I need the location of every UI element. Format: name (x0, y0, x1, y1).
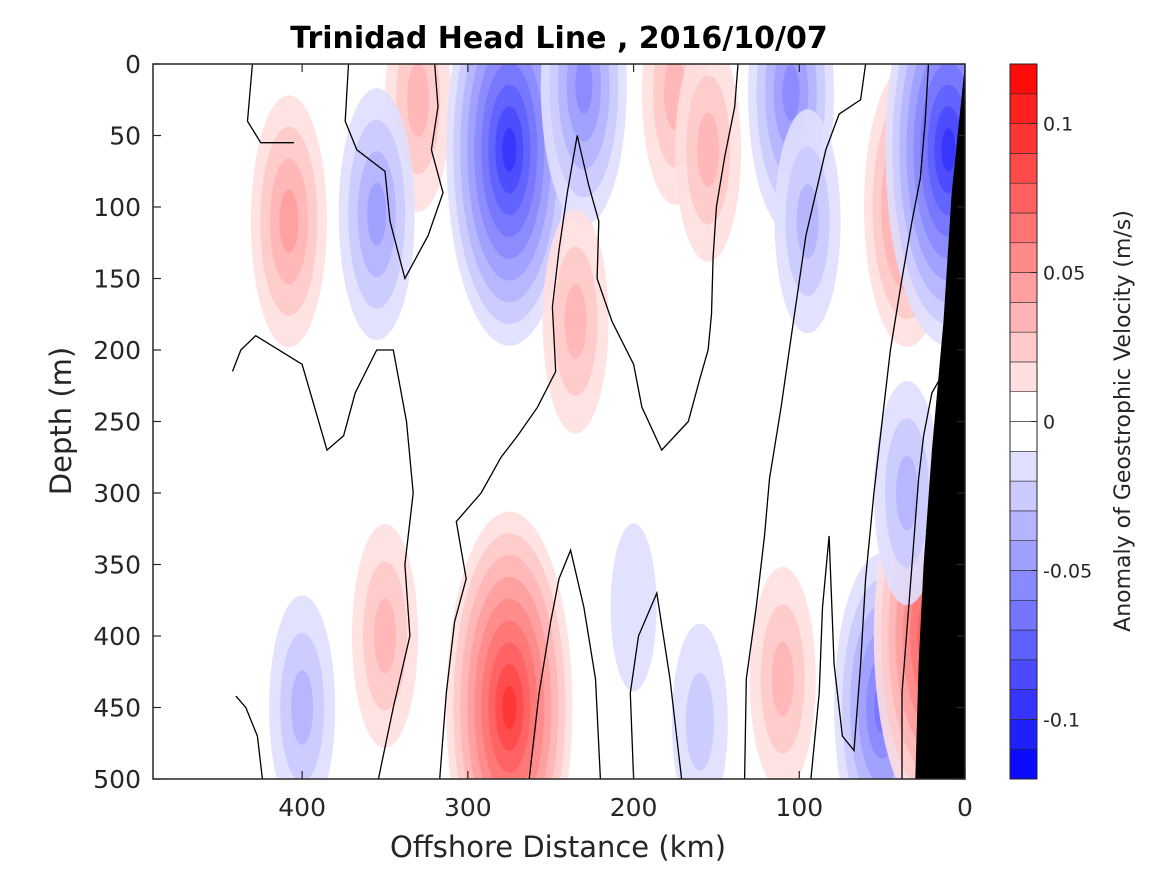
colorbar-tick-label-3: -0.05 (1043, 560, 1092, 582)
velocity-core-2-level-3 (367, 182, 387, 246)
velocity-core-7-level-2 (697, 112, 720, 188)
y-tick-label-7: 350 (93, 551, 141, 580)
velocity-core-11 (885, 64, 965, 346)
y-tick-label-2: 100 (93, 193, 141, 222)
colorbar-band-23 (1009, 63, 1038, 95)
velocity-core-0-level-3 (279, 189, 299, 253)
colorbar-band-20 (1009, 153, 1038, 184)
y-tick-label-1: 50 (109, 122, 141, 151)
velocity-core-3 (446, 64, 573, 346)
colorbar-band-4 (1009, 629, 1038, 661)
zero-contour-3 (235, 695, 264, 779)
velocity-core-15 (749, 566, 816, 779)
velocity-core-0 (250, 95, 327, 348)
velocity-core-20 (610, 523, 657, 692)
zero-contour-1 (344, 64, 444, 281)
velocity-core-19-level-2 (896, 455, 918, 531)
colorbar-band-16 (1009, 272, 1038, 303)
velocity-core-3-level-8 (502, 128, 517, 172)
colorbar-band-5 (1009, 599, 1038, 631)
zero-contour-9 (901, 378, 941, 779)
zero-contour-8 (810, 64, 930, 779)
x-axis-label: Offshore Distance (km) (390, 830, 726, 864)
colorbar-band-15 (1009, 302, 1038, 333)
colorbar: 0.1 0.05 0 -0.05 -0.1 Anomaly of Geostrophic… (1009, 63, 1136, 780)
y-tick-label-4: 200 (93, 336, 141, 365)
x-tick-label-3: 100 (775, 793, 823, 822)
colorbar-band-22 (1009, 93, 1038, 124)
colorbar-band-7 (1009, 540, 1038, 571)
colorbar-tick-label-4: -0.1 (1043, 709, 1080, 731)
velocity-core-12-level-8 (502, 685, 517, 730)
zero-contour-5 (528, 548, 602, 779)
y-tick-label-10: 500 (93, 765, 141, 794)
chart-title: Trinidad Head Line , 2016/10/07 (290, 21, 827, 56)
velocity-core-2 (338, 88, 415, 341)
y-axis: 0 50 100 150 200 250 300 350 400 450 500 (93, 50, 965, 794)
x-tick-label-1: 300 (444, 793, 492, 822)
velocity-core-12 (446, 511, 573, 779)
colorbar-band-14 (1009, 331, 1038, 363)
colorbar-band-19 (1009, 182, 1038, 214)
y-tick-label-0: 0 (125, 50, 141, 79)
colorbar-band-9 (1009, 480, 1038, 512)
y-tick-label-3: 150 (93, 265, 141, 294)
velocity-core-5-level-2 (564, 284, 587, 359)
y-axis-label: Depth (m) (44, 347, 78, 495)
y-tick-label-8: 400 (93, 622, 141, 651)
colorbar-band-12 (1009, 391, 1038, 422)
velocity-core-7 (675, 64, 742, 262)
velocity-core-20-level-0 (610, 523, 657, 692)
colorbar-band-0 (1009, 748, 1038, 780)
colorbar-band-13 (1009, 361, 1038, 393)
x-tick-label-2: 200 (610, 793, 658, 822)
y-tick-label-6: 300 (93, 479, 141, 508)
zero-contour-2 (231, 334, 414, 779)
y-tick-label-5: 250 (93, 408, 141, 437)
colorbar-band-1 (1009, 719, 1038, 750)
velocity-core-15-level-2 (771, 641, 794, 717)
x-tick-label-0: 400 (278, 793, 326, 822)
colorbar-band-17 (1009, 242, 1038, 273)
x-tick-label-4: 0 (957, 793, 973, 822)
zero-contour-0 (246, 64, 294, 144)
colorbar-band-11 (1009, 421, 1038, 452)
colorbar-band-3 (1009, 659, 1038, 690)
velocity-core-8-level-4 (782, 64, 800, 121)
velocity-core-5 (542, 209, 609, 434)
colorbar-tick-label-1: 0.05 (1043, 263, 1085, 285)
plot-area (152, 63, 966, 780)
colorbar-band-18 (1009, 212, 1038, 244)
velocity-core-1-level-2 (407, 64, 430, 138)
velocity-core-4 (540, 64, 627, 226)
velocity-core-4-level-4 (575, 64, 593, 114)
zero-contour-6 (629, 590, 683, 779)
colorbar-tick-label-2: 0 (1043, 412, 1055, 434)
velocity-core-11-level-8 (941, 128, 956, 172)
velocity-core-16 (671, 623, 728, 779)
velocity-core-9 (774, 109, 841, 334)
colorbar-band-2 (1009, 689, 1038, 720)
zero-contour-4 (439, 64, 739, 779)
colorbar-band-21 (1009, 123, 1038, 154)
colorbar-band-10 (1009, 450, 1038, 482)
colorbar-band-8 (1009, 510, 1038, 541)
colorbar-ticks: 0.1 0.05 0 -0.05 -0.1 (1031, 114, 1092, 731)
colorbar-tick-label-0: 0.1 (1043, 114, 1073, 136)
velocity-core-13-level-2 (374, 598, 396, 674)
colorbar-band-6 (1009, 570, 1038, 601)
velocity-core-16-level-1 (685, 672, 714, 771)
velocity-core-13 (352, 524, 418, 748)
seafloor-mask (915, 64, 965, 779)
colorbar-label: Anomaly of Geostrophic Velocity (m/s) (1111, 210, 1136, 632)
velocity-core-14-level-2 (291, 670, 314, 745)
zero-contour-7 (743, 64, 867, 779)
velocity-core-14 (269, 595, 336, 779)
y-tick-label-9: 450 (93, 694, 141, 723)
zero-contour-lines (231, 64, 941, 779)
x-axis: 400 300 200 100 0 (278, 64, 973, 822)
